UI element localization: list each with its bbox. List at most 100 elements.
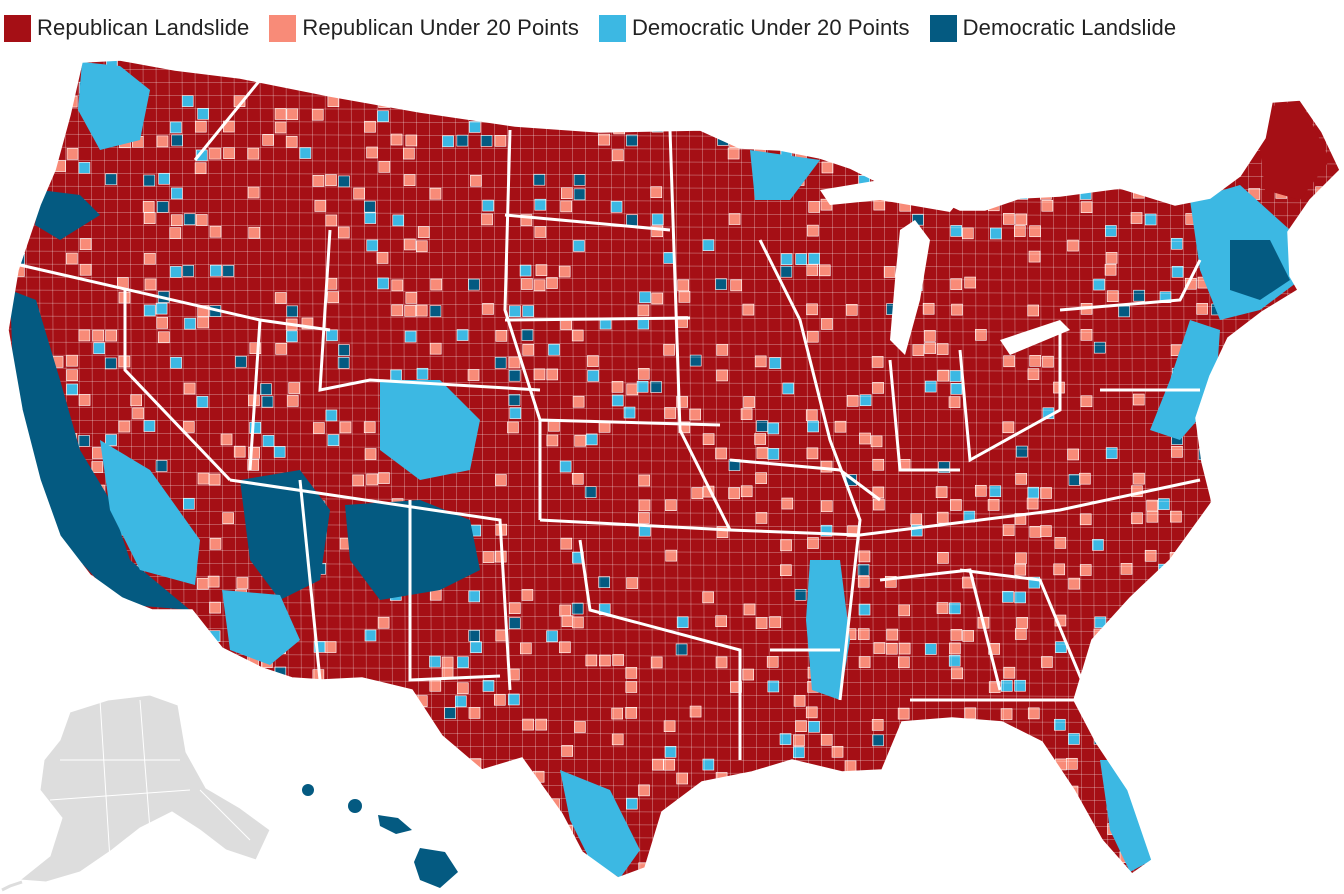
county-cell	[286, 330, 298, 343]
county-cell	[508, 305, 521, 318]
county-cell	[626, 214, 638, 227]
county-cell	[665, 499, 677, 511]
county-cell	[664, 407, 677, 419]
county-cell	[28, 83, 41, 96]
county-cell	[171, 134, 183, 147]
county-cell	[730, 681, 742, 693]
county-cell	[625, 707, 637, 719]
county-cell	[821, 318, 833, 330]
county-cell	[571, 329, 584, 342]
county-cell	[1184, 578, 1196, 591]
county-cell	[404, 330, 417, 343]
county-cell	[1003, 823, 1015, 836]
county-cell	[533, 173, 546, 186]
county-cell	[1040, 525, 1052, 537]
county-cell	[808, 720, 820, 733]
county-cell	[378, 472, 390, 484]
county-cell	[325, 409, 338, 422]
county-cell	[15, 121, 28, 134]
county-cell	[819, 133, 831, 146]
county-cell	[949, 370, 962, 382]
county-cell	[403, 147, 415, 160]
county-cell	[233, 445, 246, 458]
county-cell	[1014, 110, 1026, 122]
county-grid-line	[818, 60, 823, 878]
county-cell	[352, 474, 365, 487]
county-cell	[1014, 563, 1027, 576]
county-cell	[1261, 421, 1274, 433]
county-grid-line	[649, 60, 654, 878]
county-cell	[286, 108, 299, 121]
county-cell	[572, 395, 585, 408]
california-coast-patch	[10, 290, 190, 610]
county-cell	[989, 485, 1002, 498]
southern-california-patch	[100, 440, 200, 585]
county-cell	[1313, 82, 1325, 95]
county-cell	[196, 396, 209, 408]
county-cell	[415, 304, 428, 317]
county-cell	[833, 785, 846, 798]
county-cell	[8, 446, 12, 459]
county-cell	[820, 524, 833, 537]
county-cell	[675, 643, 688, 656]
aleutian-islands	[1, 880, 23, 892]
county-cell	[247, 459, 260, 471]
county-cell	[806, 97, 819, 110]
county-cell	[807, 537, 819, 549]
county-cell	[326, 329, 338, 342]
county-cell	[457, 851, 469, 863]
county-cell	[677, 799, 689, 811]
county-cell	[261, 862, 273, 875]
county-cell	[1080, 60, 1093, 69]
county-cell	[612, 149, 624, 162]
county-cell	[92, 329, 105, 342]
county-cell	[884, 575, 897, 588]
county-cell	[1016, 848, 1029, 861]
county-grid-line	[545, 60, 550, 878]
county-cell	[1222, 60, 1235, 68]
county-cell	[340, 747, 353, 760]
maine-north-patch	[1255, 100, 1330, 200]
county-cell	[1104, 706, 1117, 718]
county-cell	[1171, 798, 1184, 811]
county-cell	[1274, 408, 1286, 420]
county-grid-line	[8, 328, 1340, 334]
county-grid-line	[1221, 60, 1226, 878]
county-cell	[444, 82, 456, 95]
county-cell	[275, 343, 287, 355]
county-cell	[845, 304, 858, 316]
county-cell	[950, 382, 963, 395]
county-cell	[1339, 292, 1340, 304]
county-cell	[573, 174, 586, 186]
county-cell	[560, 537, 573, 550]
county-cell	[623, 406, 636, 419]
county-cell	[1105, 225, 1117, 237]
county-cell	[715, 447, 727, 460]
county-cell	[182, 265, 195, 277]
county-cell	[274, 292, 287, 304]
county-cell	[598, 133, 610, 146]
county-cell	[728, 862, 740, 875]
county-cell	[767, 889, 778, 894]
county-cell	[1131, 135, 1143, 148]
county-cell	[312, 695, 325, 708]
county-cell	[8, 252, 12, 264]
arizona-south-patch	[222, 590, 300, 665]
county-cell	[236, 577, 249, 589]
county-cell	[197, 668, 209, 681]
county-cell	[155, 302, 168, 315]
county-cell	[1171, 237, 1183, 250]
county-cell	[872, 734, 884, 747]
county-cell	[1080, 109, 1093, 122]
county-cell	[131, 656, 144, 669]
county-cell	[873, 642, 886, 654]
county-cell	[1093, 278, 1105, 291]
county-cell	[859, 394, 872, 407]
county-cell	[222, 60, 234, 68]
county-grid-line	[8, 406, 1340, 412]
county-cell	[638, 512, 650, 524]
county-cell	[314, 200, 327, 212]
county-cell	[534, 226, 547, 238]
county-cell	[508, 617, 521, 630]
county-cell	[1338, 122, 1340, 134]
